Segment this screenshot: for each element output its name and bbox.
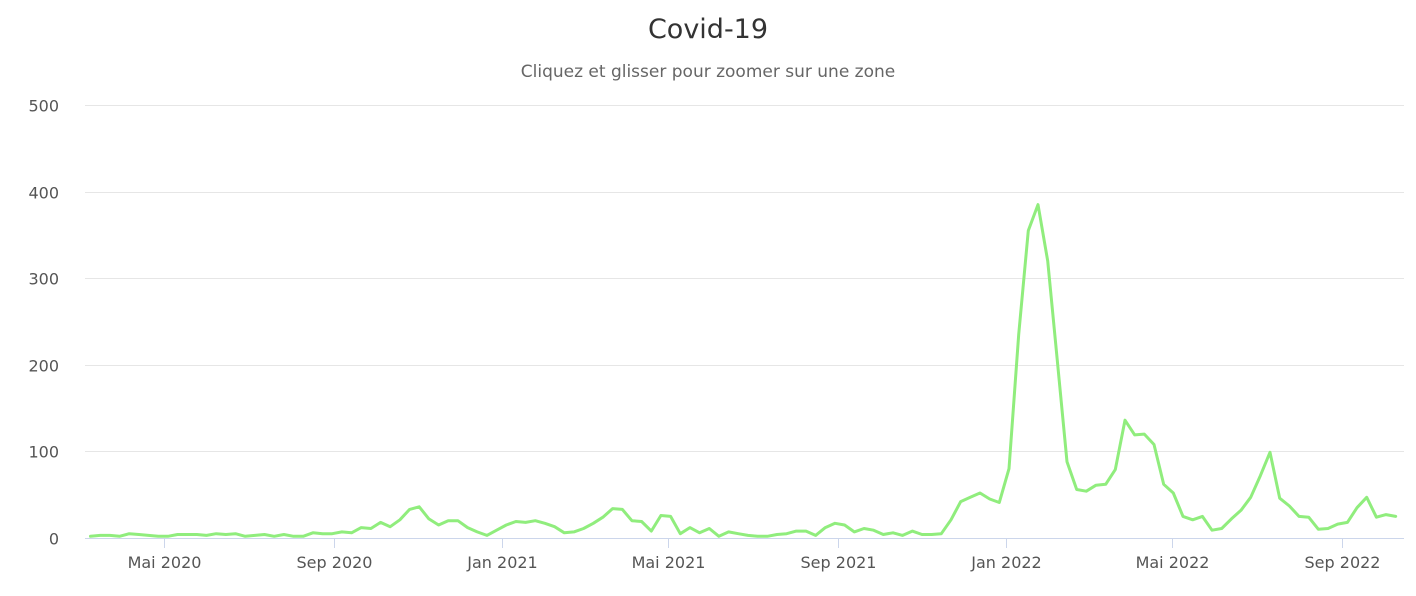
x-tick-label: Jan 2021 [466, 553, 537, 572]
chart-title: Covid-19 [647, 14, 769, 45]
x-tick-label: Jan 2022 [970, 553, 1041, 572]
x-axis: Mai 2020 Sep 2020 Jan 2021 Mai 2021 Sep 2021… [85, 538, 1404, 572]
chart-subtitle: Cliquez et glisser pour zoomer sur une z… [520, 62, 896, 82]
x-tick-label: Mai 2020 [128, 553, 202, 572]
y-axis: 0 100 200 300 400 500 [28, 97, 59, 549]
y-tick-label: 0 [49, 530, 59, 549]
x-tick-label: Sep 2021 [801, 553, 877, 572]
y-tick-label: 500 [28, 97, 59, 116]
series-group [89, 203, 1398, 538]
series-line[interactable] [89, 203, 1398, 538]
x-tick-label: Sep 2020 [297, 553, 373, 572]
y-tick-label: 100 [28, 443, 59, 462]
y-tick-label: 200 [28, 357, 59, 376]
x-tick-label: Mai 2021 [632, 553, 706, 572]
x-tick-label: Sep 2022 [1305, 553, 1381, 572]
y-tick-label: 300 [28, 270, 59, 289]
x-tick-label: Mai 2022 [1136, 553, 1210, 572]
y-tick-label: 400 [28, 184, 59, 203]
grid [85, 105, 1404, 539]
